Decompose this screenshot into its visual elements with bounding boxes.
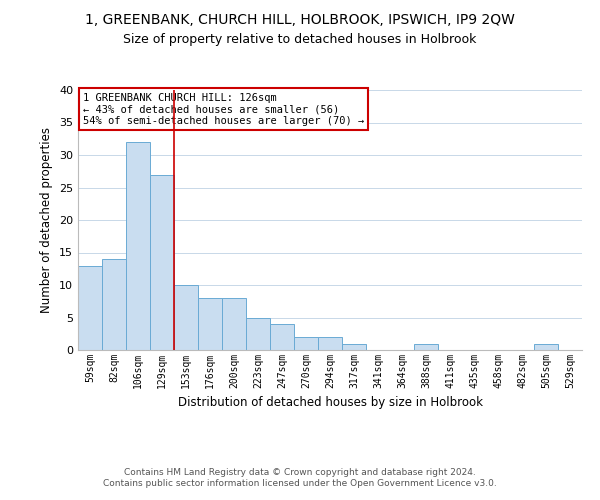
Bar — [342, 344, 366, 350]
Bar — [78, 266, 102, 350]
Bar — [198, 298, 222, 350]
Bar — [102, 259, 126, 350]
Text: 1 GREENBANK CHURCH HILL: 126sqm
← 43% of detached houses are smaller (56)
54% of: 1 GREENBANK CHURCH HILL: 126sqm ← 43% of… — [83, 92, 364, 126]
Text: Size of property relative to detached houses in Holbrook: Size of property relative to detached ho… — [124, 32, 476, 46]
Text: 1, GREENBANK, CHURCH HILL, HOLBROOK, IPSWICH, IP9 2QW: 1, GREENBANK, CHURCH HILL, HOLBROOK, IPS… — [85, 12, 515, 26]
Bar — [270, 324, 294, 350]
Bar — [174, 285, 198, 350]
Bar — [246, 318, 270, 350]
Y-axis label: Number of detached properties: Number of detached properties — [40, 127, 53, 313]
Bar — [318, 337, 342, 350]
Bar — [222, 298, 246, 350]
Text: Contains HM Land Registry data © Crown copyright and database right 2024.
Contai: Contains HM Land Registry data © Crown c… — [103, 468, 497, 487]
Bar — [414, 344, 438, 350]
Bar — [534, 344, 558, 350]
Bar — [126, 142, 150, 350]
Bar — [150, 174, 174, 350]
X-axis label: Distribution of detached houses by size in Holbrook: Distribution of detached houses by size … — [178, 396, 482, 409]
Bar — [294, 337, 318, 350]
